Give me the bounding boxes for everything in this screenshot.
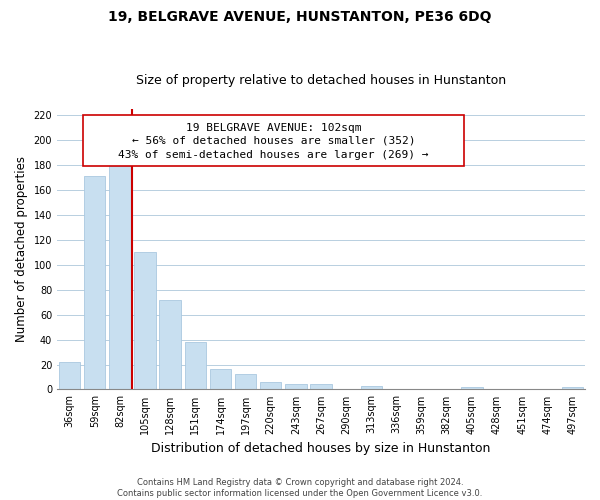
- Bar: [260, 382, 281, 390]
- Bar: [210, 370, 231, 390]
- Bar: [84, 176, 106, 390]
- X-axis label: Distribution of detached houses by size in Hunstanton: Distribution of detached houses by size …: [151, 442, 491, 455]
- Bar: [285, 384, 307, 390]
- Bar: [134, 252, 156, 390]
- Bar: [59, 362, 80, 390]
- Text: Contains HM Land Registry data © Crown copyright and database right 2024.
Contai: Contains HM Land Registry data © Crown c…: [118, 478, 482, 498]
- Bar: [235, 374, 256, 390]
- Text: 19, BELGRAVE AVENUE, HUNSTANTON, PE36 6DQ: 19, BELGRAVE AVENUE, HUNSTANTON, PE36 6D…: [108, 10, 492, 24]
- FancyBboxPatch shape: [83, 114, 464, 166]
- Bar: [361, 386, 382, 390]
- Bar: [109, 166, 131, 390]
- Text: ← 56% of detached houses are smaller (352): ← 56% of detached houses are smaller (35…: [132, 136, 415, 145]
- Text: 19 BELGRAVE AVENUE: 102sqm: 19 BELGRAVE AVENUE: 102sqm: [186, 123, 361, 133]
- Bar: [160, 300, 181, 390]
- Bar: [461, 387, 482, 390]
- Text: 43% of semi-detached houses are larger (269) →: 43% of semi-detached houses are larger (…: [118, 150, 429, 160]
- Y-axis label: Number of detached properties: Number of detached properties: [15, 156, 28, 342]
- Bar: [185, 342, 206, 390]
- Bar: [562, 387, 583, 390]
- Title: Size of property relative to detached houses in Hunstanton: Size of property relative to detached ho…: [136, 74, 506, 87]
- Bar: [310, 384, 332, 390]
